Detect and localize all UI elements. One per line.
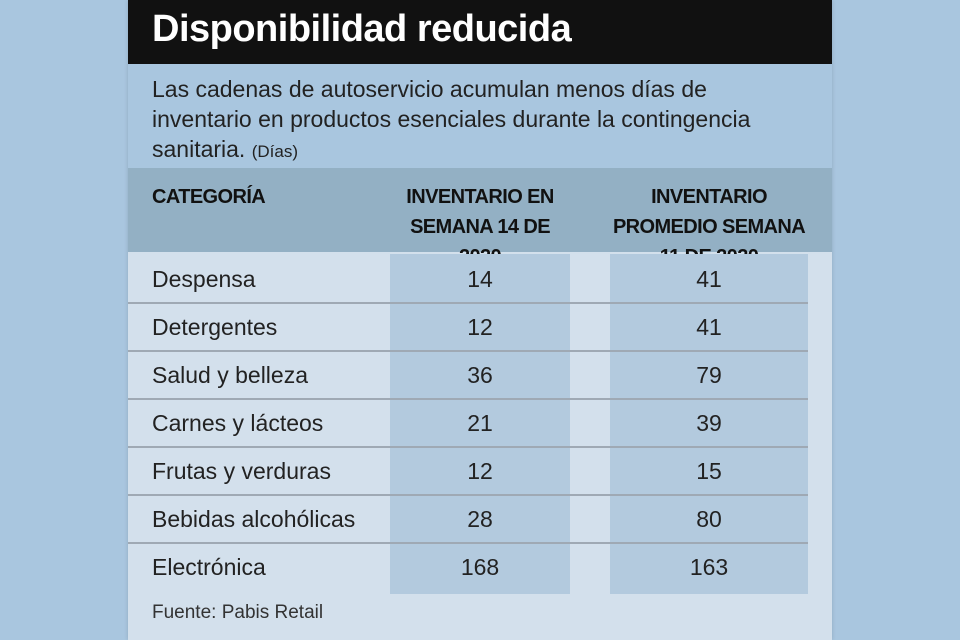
row-divider	[128, 302, 808, 304]
cell-week14: 168	[460, 554, 500, 580]
cell-week11: 15	[696, 458, 722, 484]
table-row: Despensa 14 41	[128, 256, 832, 304]
cell-week14: 21	[467, 410, 493, 436]
cell-week11: 41	[696, 266, 722, 292]
cell-category: Electrónica	[152, 554, 266, 580]
cell-week14: 14	[467, 266, 493, 292]
subtitle: Las cadenas de autoservicio acumulan men…	[152, 74, 812, 167]
cell-week14: 12	[467, 314, 493, 340]
table-row: Frutas y verduras 12 15	[128, 448, 832, 496]
table-row: Salud y belleza 36 79	[128, 352, 832, 400]
subtitle-text: Las cadenas de autoservicio acumulan men…	[152, 76, 751, 162]
cell-category: Frutas y verduras	[152, 458, 331, 484]
column-band-week11	[610, 254, 808, 594]
cell-week11: 80	[696, 506, 722, 532]
cell-week14: 28	[467, 506, 493, 532]
subtitle-background	[128, 64, 832, 168]
cell-week11: 39	[696, 410, 722, 436]
table-row: Carnes y lácteos 21 39	[128, 400, 832, 448]
cell-week11: 41	[696, 314, 722, 340]
cell-category: Carnes y lácteos	[152, 410, 324, 436]
table-row: Bebidas alcohólicas 28 80	[128, 496, 832, 544]
unit-label: (Días)	[251, 142, 298, 161]
row-divider	[128, 398, 808, 400]
row-divider	[128, 350, 808, 352]
cell-week11: 79	[696, 362, 722, 388]
row-divider	[128, 446, 808, 448]
column-header-category: CATEGORÍA	[152, 186, 266, 208]
title-bar	[128, 0, 832, 64]
cell-category: Detergentes	[152, 314, 278, 340]
cell-category: Salud y belleza	[152, 362, 308, 388]
table-row: Detergentes 12 41	[128, 304, 832, 352]
row-divider	[128, 542, 808, 544]
source-note: Fuente: Pabis Retail	[152, 602, 324, 623]
row-divider	[128, 494, 808, 496]
table-body: Despensa 14 41 Detergentes 12 41 Salud y belle…	[128, 256, 832, 592]
table-header-background	[128, 168, 832, 252]
cell-category: Bebidas alcohólicas	[152, 506, 356, 532]
cell-week11: 163	[689, 554, 729, 580]
column-band-week14	[390, 254, 570, 594]
cell-week14: 12	[467, 458, 493, 484]
cell-week14: 36	[467, 362, 493, 388]
table-row: Electrónica 168 163	[128, 544, 832, 592]
infographic-card: Disponibilidad reducida Las cadenas de a…	[128, 0, 832, 640]
page-title: Disponibilidad reducida	[152, 8, 572, 50]
cell-category: Despensa	[152, 266, 256, 292]
